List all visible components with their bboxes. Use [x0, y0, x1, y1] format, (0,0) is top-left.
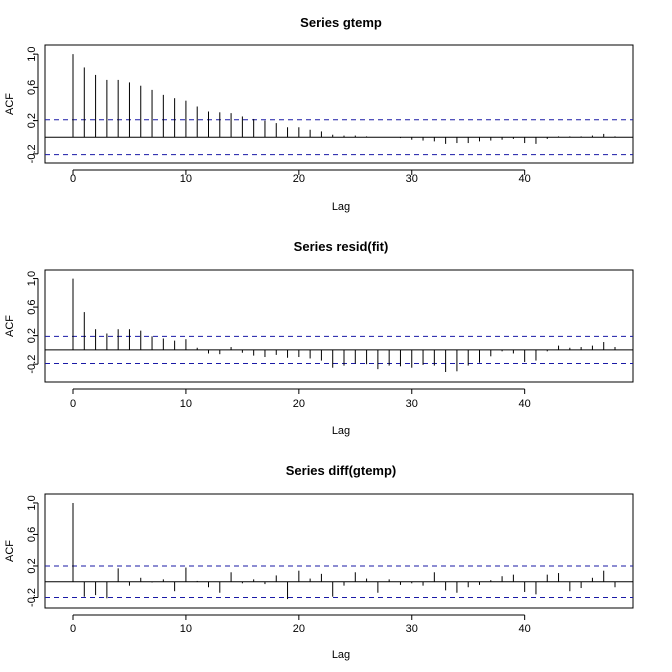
x-tick-label: 10	[180, 623, 192, 635]
x-tick-label: 0	[70, 623, 76, 635]
plot-frame	[44, 493, 634, 609]
chart-title: Series diff(gtemp)	[286, 463, 397, 478]
y-tick-label: 0.6	[26, 527, 38, 542]
chart-title: Series gtemp	[300, 15, 382, 30]
x-tick-label: 40	[519, 623, 531, 635]
y-tick-label: -0.2	[26, 144, 38, 163]
x-tick-label: 30	[406, 623, 418, 635]
x-axis-label: Lag	[332, 201, 350, 213]
x-tick-label: 20	[293, 623, 305, 635]
x-tick-label: 0	[70, 398, 76, 410]
x-tick-label: 0	[70, 173, 76, 185]
x-tick-label: 10	[180, 398, 192, 410]
plot-frame	[44, 269, 634, 383]
y-axis-label: ACF	[4, 540, 16, 562]
acf-panel-2: Series resid(fit) -0.2 0.2 0.6 1.0 ACF 0 10 20 30…	[4, 239, 634, 437]
y-tick-label: 1.0	[26, 47, 38, 62]
x-tick-label: 40	[519, 398, 531, 410]
x-tick-label: 30	[406, 173, 418, 185]
y-tick-label: 0.6	[26, 299, 38, 314]
plot-frame	[44, 44, 634, 164]
y-tick-label: 1.0	[26, 495, 38, 510]
x-tick-label: 10	[180, 173, 192, 185]
y-tick-label: 0.2	[26, 113, 38, 128]
acf-panel-3: Series diff(gtemp) -0.2 0.2 0.6 1.0 ACF 0 10 20 3…	[4, 463, 634, 661]
y-tick-label: 1.0	[26, 271, 38, 286]
y-tick-label: 0.6	[26, 80, 38, 95]
acf-panel-1: Series gtemp -0.2 0.2 0.6 1.0 ACF 0 10 20 30 40 Lag	[4, 15, 634, 213]
x-tick-label: 20	[293, 173, 305, 185]
y-tick-label: 0.2	[26, 328, 38, 343]
y-tick-label: -0.2	[26, 588, 38, 607]
x-axis-label: Lag	[332, 425, 350, 437]
x-tick-label: 20	[293, 398, 305, 410]
y-tick-label: -0.2	[26, 355, 38, 374]
x-tick-label: 40	[519, 173, 531, 185]
y-tick-label: 0.2	[26, 558, 38, 573]
y-axis-label: ACF	[4, 315, 16, 337]
chart-title: Series resid(fit)	[294, 239, 389, 254]
x-axis-label: Lag	[332, 649, 350, 661]
x-tick-label: 30	[406, 398, 418, 410]
y-axis-label: ACF	[4, 93, 16, 115]
